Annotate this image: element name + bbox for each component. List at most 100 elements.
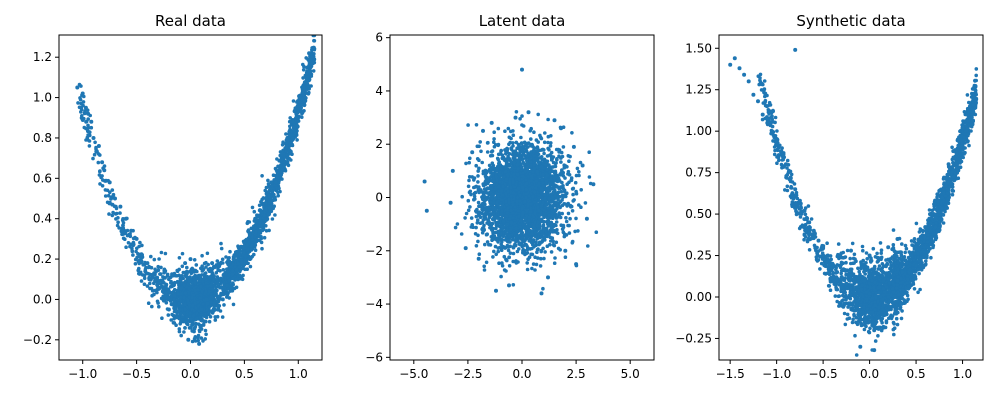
y-tick-label: 0.75 bbox=[685, 166, 712, 180]
scatter-points bbox=[728, 47, 979, 357]
scatter-point bbox=[937, 188, 942, 193]
scatter-point bbox=[839, 275, 844, 280]
scatter-point bbox=[193, 321, 198, 326]
scatter-point bbox=[580, 163, 585, 168]
scatter-point bbox=[186, 337, 191, 342]
scatter-point bbox=[102, 168, 107, 173]
scatter-point bbox=[946, 162, 951, 167]
scatter-point bbox=[807, 220, 812, 225]
scatter-point bbox=[751, 92, 756, 97]
scatter-point bbox=[742, 72, 747, 77]
scatter-point bbox=[867, 319, 872, 324]
axes-frame bbox=[718, 34, 984, 361]
scatter-point bbox=[134, 236, 139, 241]
x-tick-label: 0.5 bbox=[907, 367, 926, 381]
scatter-point bbox=[183, 307, 188, 312]
scatter-point bbox=[274, 168, 279, 173]
scatter-point bbox=[797, 198, 802, 203]
scatter-point bbox=[793, 187, 798, 192]
scatter-point bbox=[210, 287, 215, 292]
scatter-point bbox=[760, 112, 765, 117]
scatter-point bbox=[226, 269, 231, 274]
scatter-point bbox=[489, 120, 494, 125]
scatter-point bbox=[183, 261, 188, 266]
y-tick-label: 0.4 bbox=[33, 212, 52, 226]
scatter-point bbox=[825, 253, 830, 258]
y-tick-label: 0.50 bbox=[685, 207, 712, 221]
scatter-point bbox=[463, 246, 468, 251]
scatter-point bbox=[107, 180, 112, 185]
scatter-point bbox=[965, 112, 970, 117]
scatter-point bbox=[886, 295, 891, 299]
y-tick-label: 0.25 bbox=[685, 249, 712, 263]
scatter-point bbox=[788, 175, 793, 180]
x-tick-label: 0.0 bbox=[512, 367, 531, 381]
scatter-point bbox=[830, 261, 835, 266]
scatter-point bbox=[177, 301, 182, 306]
x-tick-label: 0.0 bbox=[181, 367, 200, 381]
scatter-point bbox=[118, 204, 123, 209]
scatter-point bbox=[783, 162, 788, 167]
scatter-point bbox=[513, 115, 518, 120]
y-tick-label: 1.0 bbox=[33, 91, 52, 105]
scatter-point bbox=[285, 136, 290, 140]
y-tick-label: 6 bbox=[375, 31, 383, 45]
scatter-point bbox=[728, 62, 733, 67]
scatter-point bbox=[450, 168, 455, 173]
scatter-point bbox=[156, 281, 161, 286]
x-tick-label: 1.0 bbox=[953, 367, 972, 381]
y-tick-label: 1.25 bbox=[685, 83, 712, 97]
scatter-point bbox=[559, 126, 563, 131]
scatter-point bbox=[307, 51, 312, 56]
scatter-point bbox=[816, 238, 821, 243]
chart-panel-1: Latent data −5.0 −2.5 0.0 2.5 5.0 −6 −4 −2 0 2 4 6 bbox=[365, 12, 655, 381]
scatter-point bbox=[253, 216, 258, 221]
scatter-point bbox=[91, 136, 96, 140]
scatter-point bbox=[520, 67, 524, 72]
y-tick-label: 0.6 bbox=[33, 171, 52, 185]
x-tick-label: −5.0 bbox=[399, 367, 428, 381]
x-tick-label: −2.5 bbox=[453, 367, 482, 381]
y-tick-label: 0.2 bbox=[33, 252, 52, 266]
scatter-point bbox=[258, 208, 263, 213]
scatter-point bbox=[247, 232, 252, 237]
y-tick-label: 0 bbox=[375, 191, 383, 205]
scatter-point bbox=[172, 293, 177, 298]
scatter-point bbox=[904, 261, 909, 266]
scatter-point bbox=[968, 104, 972, 109]
scatter-point bbox=[732, 56, 737, 61]
scatter-point bbox=[129, 228, 134, 233]
scatter-point bbox=[914, 245, 919, 250]
scatter-point bbox=[150, 273, 155, 278]
scatter-point bbox=[220, 297, 225, 302]
scatter-point bbox=[80, 91, 85, 96]
x-tick-label: 5.0 bbox=[621, 367, 640, 381]
scatter-point bbox=[858, 344, 863, 349]
scatter-point bbox=[145, 261, 150, 266]
scatter-point bbox=[835, 270, 840, 275]
scatter-point bbox=[113, 196, 117, 201]
x-tick-label: 0.5 bbox=[235, 367, 254, 381]
scatter-points bbox=[75, 35, 317, 346]
scatter-point bbox=[290, 119, 295, 124]
scatter-point bbox=[802, 208, 807, 213]
scatter-point bbox=[811, 228, 816, 233]
scatter-point bbox=[237, 249, 241, 253]
scatter-point bbox=[269, 180, 274, 185]
scatter-point bbox=[876, 314, 881, 319]
x-tick-label: 0.0 bbox=[860, 367, 879, 381]
scatter-point bbox=[100, 160, 105, 165]
scatter-point bbox=[199, 307, 204, 312]
scatter-point bbox=[301, 85, 306, 90]
x-tick-label: −1.5 bbox=[716, 367, 745, 381]
y-tick-label: −0.25 bbox=[675, 331, 712, 345]
chart-title: Latent data bbox=[479, 12, 566, 30]
scatter-point bbox=[563, 248, 568, 253]
scatter-point bbox=[86, 111, 91, 116]
scatter-point bbox=[886, 245, 891, 250]
scatter-point bbox=[960, 125, 965, 130]
scatter-point bbox=[951, 149, 956, 154]
scatter-point bbox=[955, 137, 960, 142]
scatter-point bbox=[470, 150, 475, 155]
